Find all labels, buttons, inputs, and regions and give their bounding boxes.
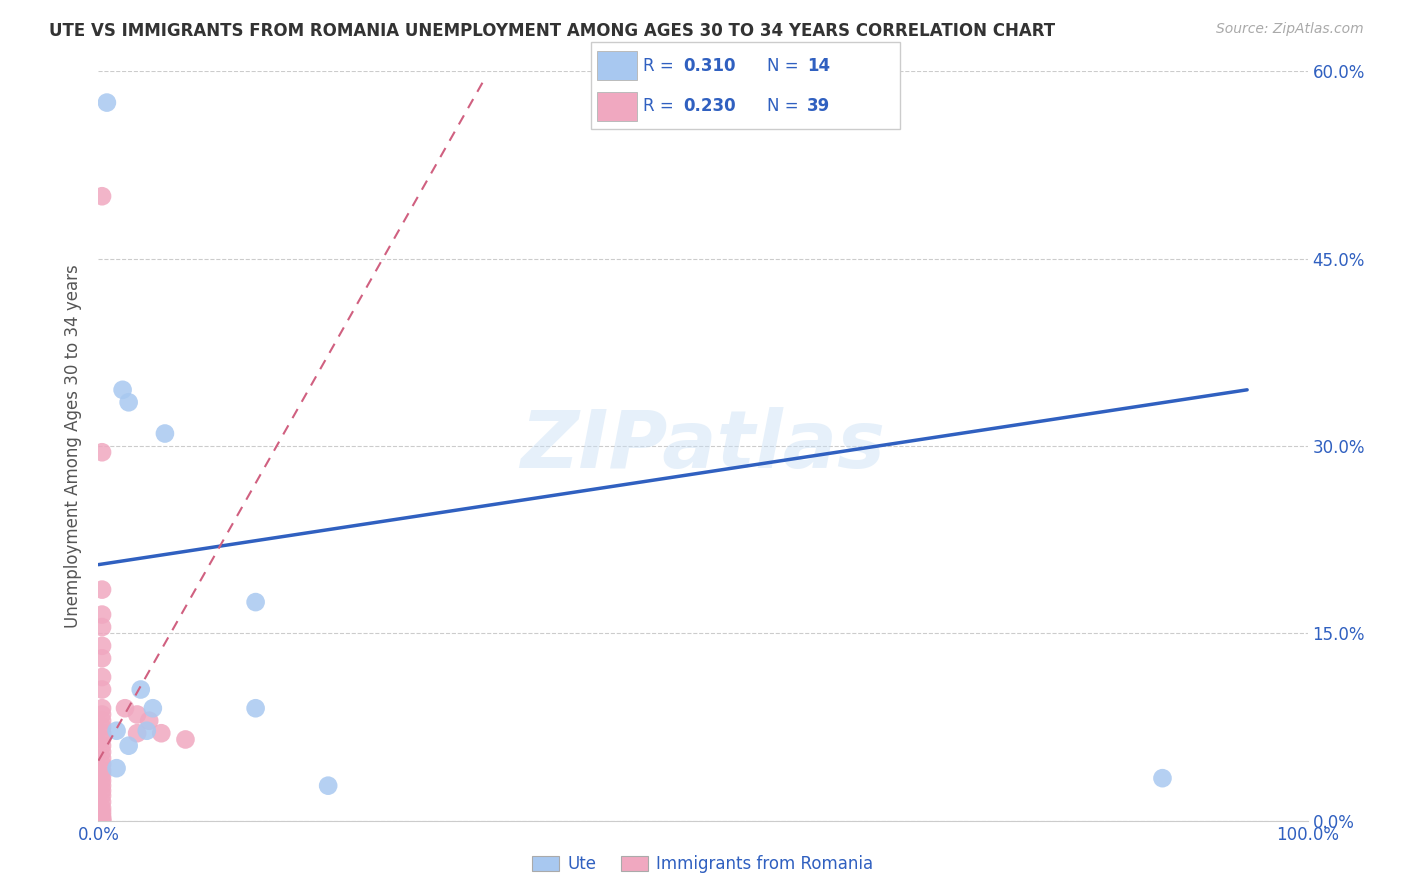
Point [316,779,339,793]
Point [91,639,114,653]
Point [91,795,114,809]
FancyBboxPatch shape [591,42,900,129]
Point [91,707,114,722]
Text: N =: N = [766,96,804,115]
Point [91,769,114,783]
Point [142,701,165,715]
FancyBboxPatch shape [596,51,637,80]
Point [127,707,149,722]
Point [91,620,114,634]
Y-axis label: Unemployment Among Ages 30 to 34 years: Unemployment Among Ages 30 to 34 years [65,264,83,628]
Point [91,757,114,772]
Text: R =: R = [643,96,679,115]
Point [245,701,267,715]
Point [135,723,157,738]
Point [96,95,118,110]
Text: Source: ZipAtlas.com: Source: ZipAtlas.com [1216,22,1364,37]
Point [91,701,114,715]
Point [127,726,149,740]
Point [91,783,114,797]
Point [129,682,152,697]
Point [91,801,114,815]
Text: ZIPatlas: ZIPatlas [520,407,886,485]
Point [114,701,136,715]
Text: 39: 39 [807,96,831,115]
Point [153,426,176,441]
Point [91,751,114,765]
Text: UTE VS IMMIGRANTS FROM ROMANIA UNEMPLOYMENT AMONG AGES 30 TO 34 YEARS CORRELATIO: UTE VS IMMIGRANTS FROM ROMANIA UNEMPLOYM… [49,22,1056,40]
Point [91,714,114,728]
Point [111,383,134,397]
Point [91,811,114,825]
Text: N =: N = [766,56,804,75]
Text: 0.230: 0.230 [683,96,735,115]
Point [91,813,114,827]
Point [118,395,141,409]
Legend: Ute, Immigrants from Romania: Ute, Immigrants from Romania [526,848,880,880]
FancyBboxPatch shape [596,92,637,121]
Point [91,773,114,788]
Text: 0.310: 0.310 [683,56,735,75]
Point [105,723,128,738]
Point [150,726,173,740]
Point [91,189,114,203]
Point [91,764,114,778]
Point [91,582,114,597]
Point [91,745,114,759]
Point [91,805,114,819]
Point [91,720,114,734]
Point [138,714,160,728]
Point [105,761,128,775]
Point [174,732,197,747]
Text: R =: R = [643,56,679,75]
Point [91,779,114,793]
Point [91,814,114,828]
Point [91,607,114,622]
Point [91,670,114,684]
Point [91,732,114,747]
Point [91,682,114,697]
Point [91,739,114,753]
Point [91,726,114,740]
Point [1152,771,1174,785]
Point [245,595,267,609]
Point [91,651,114,665]
Point [91,789,114,803]
Point [118,739,141,753]
Point [91,814,114,828]
Point [91,808,114,822]
Point [91,445,114,459]
Text: 14: 14 [807,56,830,75]
